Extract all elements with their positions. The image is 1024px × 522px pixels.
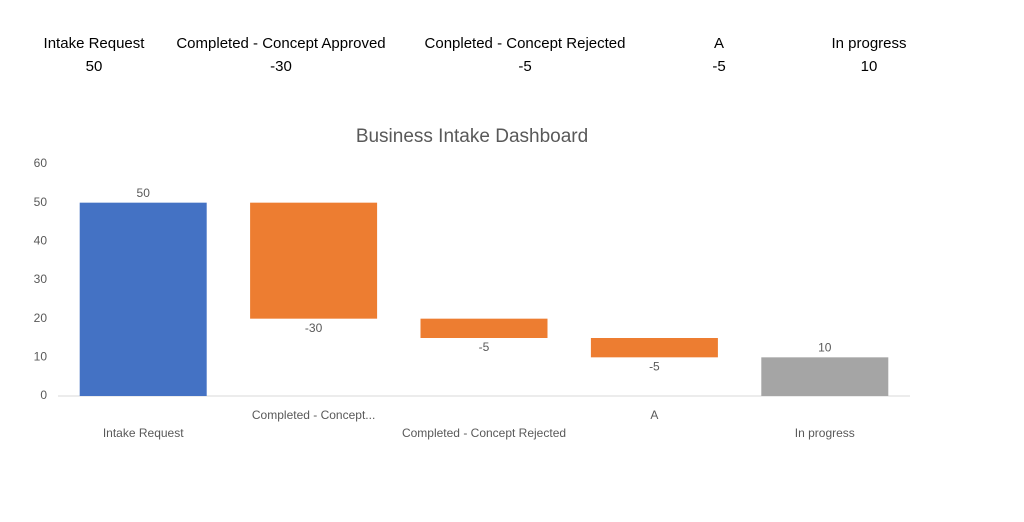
data-label: 50 (137, 186, 151, 200)
table-header: Completed - Concept Approved (176, 35, 385, 52)
table-header: A (714, 35, 724, 52)
y-tick-label: 50 (34, 195, 48, 209)
table-header: In progress (831, 35, 906, 52)
data-label: 10 (818, 341, 832, 355)
y-tick-label: 40 (34, 234, 48, 248)
table-header: Conpleted - Concept Rejected (425, 35, 626, 52)
y-tick-label: 20 (34, 311, 48, 325)
data-label: -30 (305, 321, 323, 335)
chart-title: Business Intake Dashboard (356, 126, 588, 147)
bar (79, 202, 207, 396)
table-cell: -30 (270, 58, 292, 75)
bar (590, 338, 718, 358)
y-tick-label: 30 (34, 272, 48, 286)
table-header: Intake Request (44, 35, 146, 52)
x-tick-label: Completed - Concept... (252, 408, 375, 422)
bar (761, 357, 889, 396)
table-cell: -5 (518, 58, 531, 75)
data-label: -5 (649, 360, 660, 374)
y-tick-label: 10 (34, 350, 48, 364)
x-tick-label: In progress (795, 426, 855, 440)
bar (420, 318, 548, 338)
table-cell: -5 (712, 58, 725, 75)
table-cell: 10 (861, 58, 878, 75)
y-tick-label: 60 (34, 156, 48, 170)
x-tick-label: Completed - Concept Rejected (402, 426, 566, 440)
bar (250, 202, 378, 319)
table-cell: 50 (86, 58, 103, 75)
data-label: -5 (479, 340, 490, 354)
y-tick-label: 0 (40, 388, 47, 402)
x-tick-label: Intake Request (103, 426, 184, 440)
x-tick-label: A (650, 408, 658, 422)
